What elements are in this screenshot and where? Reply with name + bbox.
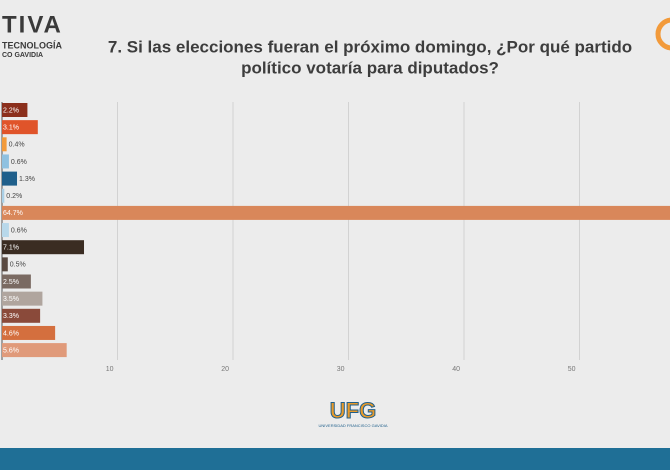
logo-icon	[655, 17, 670, 51]
value-label: 2.5%	[3, 279, 19, 286]
value-label: 0.4%	[9, 142, 25, 149]
value-label: 0.2%	[6, 193, 22, 200]
bar	[2, 257, 8, 272]
x-tick-label: 20	[221, 366, 229, 373]
title: político votaría para diputados?	[241, 58, 499, 77]
value-label: 4.6%	[3, 330, 19, 337]
x-tick-label: 50	[568, 366, 576, 373]
bar	[2, 171, 18, 186]
value-label: 2.2%	[3, 107, 19, 114]
x-tick-label: 40	[452, 366, 460, 373]
logo-text: TECNOLOGÍA	[2, 40, 62, 50]
value-label: 1.3%	[19, 176, 35, 183]
bar	[2, 120, 38, 135]
bar	[2, 308, 41, 323]
value-label: 3.3%	[3, 313, 19, 320]
value-label: 5.6%	[3, 347, 19, 354]
logo-text: CO GAVIDIA	[2, 52, 43, 59]
logo-text: TIVA	[2, 11, 63, 38]
value-label: 64.7%	[3, 210, 23, 217]
bar	[2, 325, 56, 340]
bar	[2, 274, 31, 289]
footer-band	[0, 448, 670, 470]
bar	[2, 205, 670, 220]
footer-logo: UFG	[330, 398, 376, 423]
footer-logo-sub: UNIVERSIDAD FRANCISCO GAVIDIA	[318, 423, 387, 428]
x-tick-label: 10	[106, 366, 114, 373]
value-label: 3.5%	[3, 296, 19, 303]
bar	[2, 223, 9, 238]
value-label: 0.6%	[11, 227, 27, 234]
title: 7. Si las elecciones fueran el próximo d…	[108, 37, 632, 56]
bar	[2, 103, 28, 117]
bar	[2, 154, 9, 169]
bar	[2, 291, 43, 306]
x-tick-label: 30	[337, 366, 345, 373]
value-label: 7.1%	[3, 245, 19, 252]
bar	[2, 240, 85, 255]
value-label: 3.1%	[3, 124, 19, 131]
value-label: 0.6%	[11, 159, 27, 166]
chart: 10 20 30 40 50 2.2% 3.1% 0.4% 0.6% 1.3% 0.2% 64.7% 0…	[1, 102, 670, 373]
value-label: 0.5%	[10, 262, 26, 269]
bar	[2, 343, 67, 358]
bar	[2, 188, 5, 203]
bar	[2, 137, 7, 152]
